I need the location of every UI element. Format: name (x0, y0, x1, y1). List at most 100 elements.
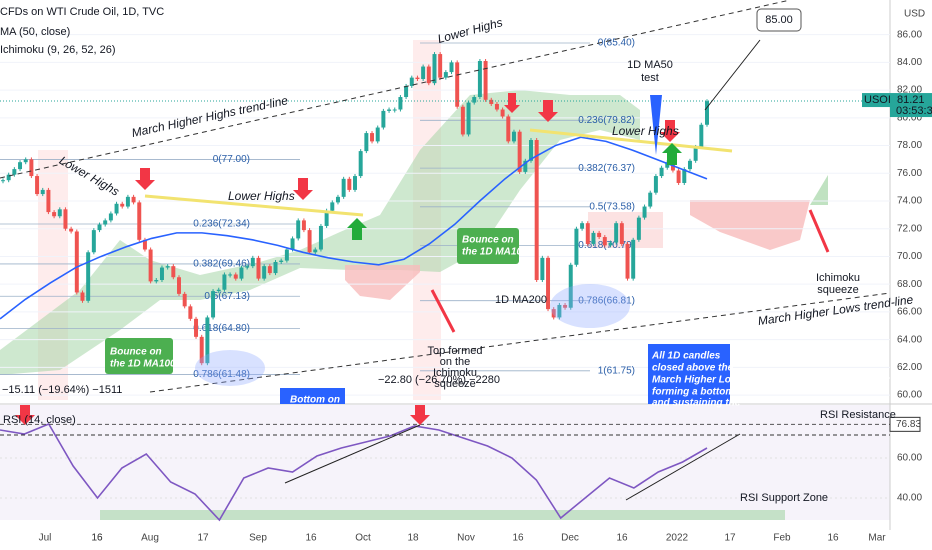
y-tick-label: 82.00 (897, 85, 922, 96)
rsi-title: RSI (14, close) (3, 414, 76, 426)
rsi-resistance-label: 76.83 (896, 419, 921, 430)
candle (23, 159, 28, 163)
fib-label: 0.786(61.48) (193, 369, 250, 380)
candle (194, 318, 199, 337)
y-tick-label: 76.00 (897, 168, 922, 179)
candle (318, 225, 323, 250)
candle (489, 99, 494, 104)
candle (233, 274, 238, 279)
symbol: USOIL (864, 94, 897, 106)
candle (500, 109, 505, 117)
candle (279, 260, 284, 262)
ichimoku-cloud (0, 90, 640, 375)
candle (239, 267, 244, 279)
candle (517, 131, 522, 172)
annotation: Lower Highs (228, 189, 295, 203)
annotation: and sustaining the (652, 398, 741, 409)
candle (341, 178, 346, 197)
candle (63, 209, 68, 229)
candle (108, 213, 113, 221)
candle (642, 206, 647, 218)
candle (114, 203, 119, 214)
measure: −15.11 (−19.64%) −1511 (2, 384, 122, 396)
annotation: squeeze (434, 378, 476, 390)
y-tick-label: 74.00 (897, 196, 922, 207)
candle (597, 232, 602, 238)
annotation: All 1D candles (651, 351, 721, 362)
candle (540, 257, 545, 281)
candle (659, 167, 664, 177)
target-label: 85.00 (765, 14, 793, 26)
y-tick-label: 70.00 (897, 251, 922, 262)
candle (296, 220, 301, 239)
x-tick-label: Sep (249, 533, 267, 544)
candle (602, 237, 607, 246)
rsi-line (0, 422, 708, 522)
x-tick-label: Aug (141, 533, 159, 544)
symbol-badge (862, 93, 890, 108)
y-tick-label: 80.00 (897, 112, 922, 123)
fib-label: 1(61.75) (598, 365, 635, 376)
candle (534, 140, 539, 281)
candle (177, 277, 181, 294)
candle (91, 230, 96, 253)
x-tick-label: 2022 (666, 533, 689, 544)
trend-lines (0, 0, 891, 501)
candle (335, 196, 340, 203)
candle (381, 110, 386, 128)
candle (137, 202, 142, 240)
candle (568, 264, 573, 308)
candle (46, 189, 51, 213)
candle (614, 223, 619, 243)
candle (256, 257, 261, 279)
candle (301, 220, 306, 231)
candle (40, 189, 45, 195)
candle (375, 127, 380, 142)
candle (619, 223, 624, 244)
fib-label: 0.618(64.80) (193, 323, 250, 334)
candle (511, 131, 516, 142)
rsi-badge (889, 416, 921, 432)
candle (74, 231, 79, 293)
candle (370, 133, 375, 142)
fib-label: 0.236(79.82) (578, 115, 635, 126)
candle (358, 151, 363, 177)
annotation: Bottom on (290, 395, 340, 406)
candle (57, 209, 62, 217)
annotation: closed above the (652, 363, 734, 374)
y-tick-label: 72.00 (897, 223, 922, 234)
fib-label: 0.382(69.46) (193, 259, 250, 270)
y-tick-label: 64.00 (897, 334, 922, 345)
x-tick-label: 16 (305, 533, 317, 544)
candle (199, 336, 204, 364)
annotation: Ichimoku (433, 367, 477, 379)
candle (330, 202, 335, 211)
candle (466, 102, 471, 135)
candle (148, 249, 153, 282)
candle (631, 239, 636, 279)
candle (392, 109, 397, 111)
x-tick-label: 17 (724, 533, 736, 544)
candle (86, 252, 91, 301)
y-tick-label: 62.00 (897, 362, 922, 373)
y-tick-label: 86.00 (897, 29, 922, 40)
candle (472, 97, 477, 103)
candle (188, 306, 193, 319)
annotation: Bounce on (110, 347, 162, 358)
candle (529, 140, 533, 161)
candle (211, 291, 216, 318)
annotation: on the (440, 356, 471, 368)
candle (307, 230, 312, 253)
candle (267, 266, 272, 274)
y-tick-label: 60.00 (897, 390, 922, 401)
candle (687, 160, 692, 170)
candle (35, 176, 40, 195)
candle (262, 266, 267, 279)
candle (449, 62, 454, 73)
candle (415, 77, 420, 80)
annotation: 1D MA200 (495, 294, 547, 306)
candle (347, 178, 352, 190)
candle (693, 146, 698, 161)
candle (443, 72, 448, 78)
